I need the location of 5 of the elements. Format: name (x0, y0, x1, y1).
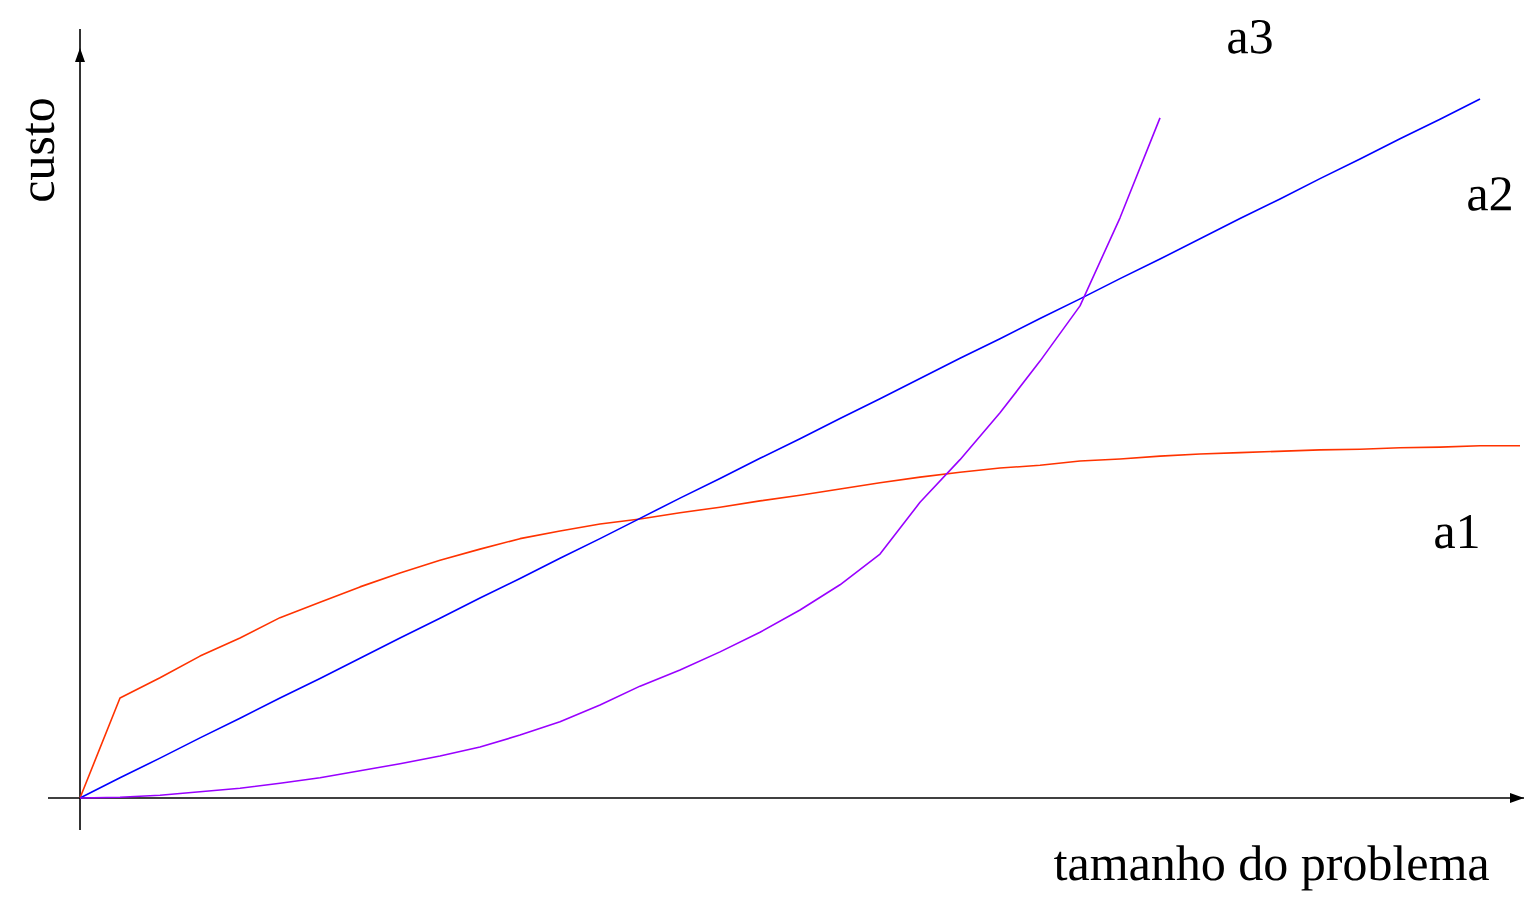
series-label: a1 (1435, 514, 1478, 549)
y-axis-title: custo (25, 99, 55, 201)
series-label: a2 (1468, 177, 1511, 211)
x-axis-title: tamanho do problema (1054, 845, 1489, 891)
series-label: a3 (1228, 20, 1272, 54)
